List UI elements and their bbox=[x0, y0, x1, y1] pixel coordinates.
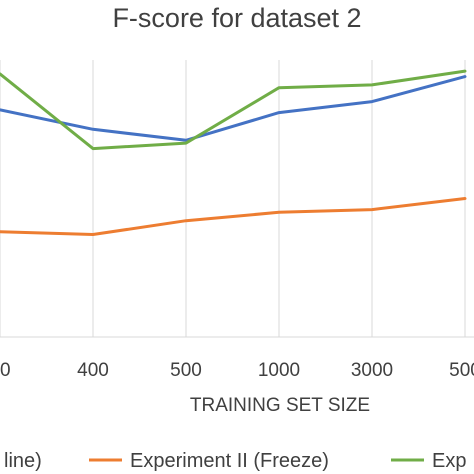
legend-label-1: Experiment II (Freeze) bbox=[130, 450, 329, 472]
series-lines bbox=[0, 69, 467, 236]
x-tick-label: 00 bbox=[0, 360, 11, 381]
x-tick-label: 400 bbox=[77, 360, 109, 381]
gridlines bbox=[0, 60, 466, 337]
x-tick-label: 1000 bbox=[258, 360, 300, 381]
x-axis-title: TRAINING SET SIZE bbox=[190, 395, 370, 416]
chart-title: F-score for dataset 2 bbox=[112, 3, 361, 33]
x-tick-labels: 00 400 500 1000 3000 500 bbox=[0, 360, 474, 381]
legend-label-2: Exp bbox=[432, 450, 466, 472]
series-line-2 bbox=[0, 69, 467, 151]
series-line-1 bbox=[0, 197, 467, 236]
x-tick-label: 500 bbox=[449, 360, 474, 381]
x-tick-label: 3000 bbox=[351, 360, 393, 381]
x-tick-label: 500 bbox=[170, 360, 202, 381]
legend-label-0: line) bbox=[4, 450, 42, 472]
legend: line) Experiment II (Freeze) Exp bbox=[4, 450, 466, 472]
series-line-0 bbox=[0, 75, 467, 142]
